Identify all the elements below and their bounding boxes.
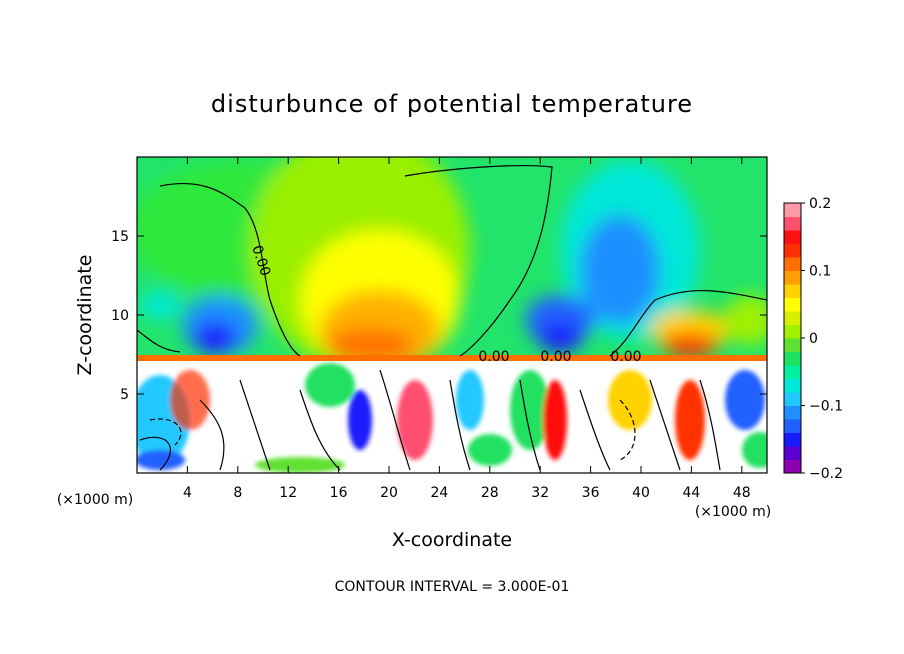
colorbar-swatch bbox=[784, 216, 801, 231]
colorbar-swatch bbox=[784, 243, 801, 258]
y-tick-label: 15 bbox=[111, 229, 129, 245]
colorbar-swatch bbox=[784, 338, 801, 352]
colorbar-tick-label: 0.1 bbox=[809, 264, 831, 280]
colorbar-swatch bbox=[784, 419, 801, 433]
colorbar-swatch bbox=[784, 257, 801, 271]
colorbar-tick-label: 0.2 bbox=[809, 196, 831, 212]
x-tick-label: 40 bbox=[632, 485, 650, 501]
colorbar-swatch bbox=[784, 324, 801, 339]
x-tick-label: 36 bbox=[582, 485, 600, 501]
contour-line bbox=[159, 182, 301, 357]
contour-line bbox=[137, 329, 181, 353]
colorbar-tick-label: 0 bbox=[809, 331, 818, 347]
x-tick-label: 44 bbox=[682, 485, 700, 501]
x-tick-label: 16 bbox=[330, 485, 348, 501]
colorbar-swatch bbox=[784, 270, 801, 285]
x-unit-label-right: (×1000 m) bbox=[695, 504, 771, 520]
lower-field bbox=[137, 355, 767, 473]
colorbar-swatch bbox=[784, 230, 801, 244]
upper-field bbox=[137, 157, 767, 370]
colorbar-swatch bbox=[784, 203, 801, 217]
contour-label: 0.00 bbox=[478, 349, 509, 365]
colorbar-swatch bbox=[784, 311, 801, 325]
contour-label: 0.00 bbox=[540, 349, 571, 365]
colorbar-tick-label: −0.1 bbox=[809, 399, 843, 415]
colorbar-swatch bbox=[784, 284, 801, 298]
contour-label: 0.00 bbox=[610, 349, 641, 365]
contour-labels: 0.000.00 0.00 0.00 bbox=[248, 243, 641, 365]
y-axis-title: Z-coordinate bbox=[74, 255, 96, 376]
colorbar-swatch bbox=[784, 378, 801, 393]
y-tick-label: 5 bbox=[120, 387, 129, 403]
chart-title: disturbunce of potential temperature bbox=[211, 90, 693, 118]
x-unit-label: (×1000 m) bbox=[57, 492, 133, 508]
colorbar: 0.2 0.1 0 −0.1 −0.2 bbox=[783, 196, 843, 482]
y-tick-label: 10 bbox=[111, 308, 129, 324]
heatmap-field bbox=[137, 157, 767, 473]
colorbar-swatch bbox=[784, 446, 801, 460]
colorbar-swatch bbox=[784, 351, 801, 366]
x-tick-label: 48 bbox=[733, 485, 751, 501]
x-tick-label: 28 bbox=[481, 485, 499, 501]
colorbar-swatch bbox=[784, 432, 801, 447]
y-axis: 5 10 15 bbox=[111, 229, 767, 403]
colorbar-swatch bbox=[784, 405, 801, 420]
contour-line bbox=[404, 164, 553, 357]
colorbar-swatch bbox=[784, 297, 801, 312]
x-tick-label: 12 bbox=[279, 485, 297, 501]
x-tick-label: 20 bbox=[380, 485, 398, 501]
colorbar-swatch bbox=[784, 459, 801, 474]
colorbar-swatch bbox=[784, 365, 801, 379]
x-tick-label: 4 bbox=[183, 485, 192, 501]
x-axis: 4 8 12 16 20 24 28 32 36 40 44 48 bbox=[183, 157, 751, 501]
x-tick-label: 32 bbox=[531, 485, 549, 501]
colorbar-tick-label: −0.2 bbox=[809, 466, 843, 482]
contour-line bbox=[609, 289, 767, 357]
colorbar-swatch bbox=[784, 392, 801, 406]
contour-line bbox=[149, 399, 636, 461]
contours bbox=[137, 164, 767, 471]
contour-line bbox=[139, 369, 721, 471]
x-axis-title: X-coordinate bbox=[392, 529, 512, 551]
x-tick-label: 24 bbox=[430, 485, 448, 501]
contour-interval-note: CONTOUR INTERVAL = 3.000E-01 bbox=[335, 579, 570, 595]
x-tick-label: 8 bbox=[233, 485, 242, 501]
